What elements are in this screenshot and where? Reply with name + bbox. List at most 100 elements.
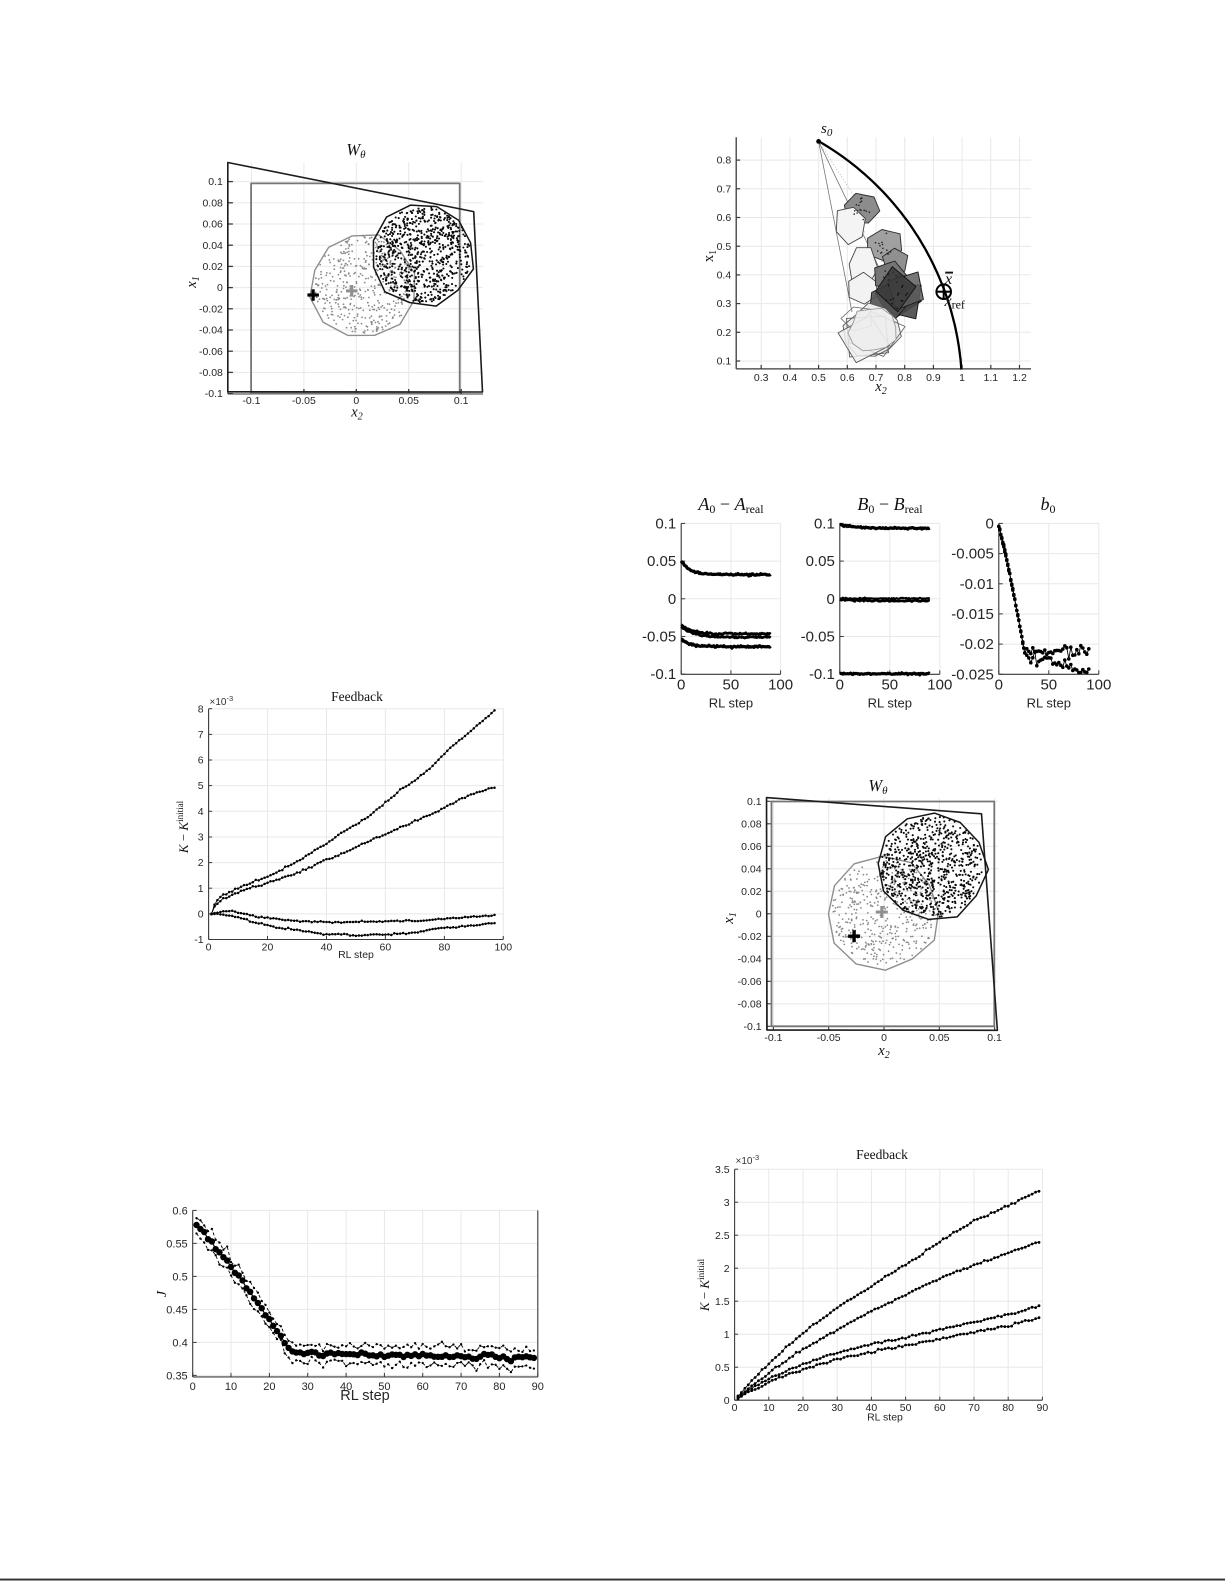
svg-text:0.05: 0.05	[398, 395, 419, 407]
svg-text:RL step: RL step	[868, 695, 912, 710]
svg-text:0: 0	[985, 515, 993, 532]
svg-text:0.08: 0.08	[202, 197, 223, 209]
svg-text:-0.1: -0.1	[744, 1021, 762, 1033]
svg-text:-0.1: -0.1	[242, 395, 260, 407]
svg-text:100: 100	[927, 676, 952, 693]
svg-text:0.05: 0.05	[647, 553, 676, 570]
svg-text:0: 0	[756, 908, 762, 920]
svg-text:-0.02: -0.02	[199, 303, 223, 315]
svg-text:2: 2	[198, 857, 204, 869]
svg-text:40: 40	[340, 1381, 352, 1393]
svg-text:0: 0	[724, 1395, 730, 1407]
svg-text:0.1: 0.1	[814, 515, 835, 532]
svg-text:60: 60	[417, 1381, 429, 1393]
svg-text:7: 7	[198, 729, 204, 741]
svg-text:-0.04: -0.04	[199, 325, 223, 337]
svg-text:0.5: 0.5	[715, 1362, 730, 1374]
svg-text:80: 80	[493, 1381, 505, 1393]
svg-text:0.04: 0.04	[741, 863, 762, 875]
svg-text:0: 0	[206, 942, 212, 954]
svg-text:1: 1	[724, 1329, 730, 1341]
svg-text:100: 100	[1086, 676, 1111, 693]
svg-text:2.5: 2.5	[715, 1230, 730, 1242]
svg-text:2: 2	[724, 1263, 730, 1275]
svg-text:RL step: RL step	[1027, 695, 1071, 710]
svg-text:0.7: 0.7	[869, 372, 884, 384]
svg-text:0.1: 0.1	[454, 395, 469, 407]
svg-text:40: 40	[866, 1402, 878, 1414]
svg-text:0.3: 0.3	[717, 298, 732, 310]
svg-text:-0.1: -0.1	[650, 666, 676, 683]
svg-text:50: 50	[1040, 676, 1057, 693]
svg-text:-0.06: -0.06	[738, 976, 762, 988]
svg-text:-1: -1	[194, 934, 203, 946]
svg-text:0.06: 0.06	[741, 841, 762, 853]
svg-text:30: 30	[302, 1381, 314, 1393]
svg-text:50: 50	[881, 676, 898, 693]
svg-text:100: 100	[768, 676, 793, 693]
svg-text:3: 3	[198, 832, 204, 844]
svg-text:0.5: 0.5	[717, 241, 732, 253]
svg-text:-0.005: -0.005	[951, 546, 994, 563]
svg-text:0.7: 0.7	[717, 183, 732, 195]
svg-text:0.1: 0.1	[717, 356, 732, 368]
svg-text:0.9: 0.9	[926, 372, 941, 384]
svg-text:xref: xref	[944, 293, 965, 312]
svg-text:0: 0	[881, 1032, 887, 1044]
svg-text:0.4: 0.4	[172, 1337, 187, 1349]
svg-text:-0.08: -0.08	[738, 998, 762, 1010]
svg-text:-0.05: -0.05	[817, 1032, 841, 1044]
svg-text:0.08: 0.08	[741, 818, 762, 830]
svg-text:s0: s0	[821, 121, 833, 139]
svg-text:6: 6	[198, 755, 204, 767]
svg-text:50: 50	[723, 676, 740, 693]
svg-text:RL step: RL step	[867, 1412, 903, 1424]
svg-text:70: 70	[455, 1381, 467, 1393]
svg-text:-0.01: -0.01	[960, 576, 994, 593]
svg-text:0.1: 0.1	[747, 796, 762, 808]
svg-text:1: 1	[198, 883, 204, 895]
svg-text:0: 0	[995, 676, 1003, 693]
svg-text:0: 0	[217, 282, 223, 294]
svg-text:10: 10	[225, 1381, 237, 1393]
svg-text:0: 0	[732, 1402, 738, 1414]
svg-text:80: 80	[439, 942, 451, 954]
svg-text:0.1: 0.1	[655, 515, 676, 532]
svg-text:0.35: 0.35	[166, 1370, 187, 1382]
svg-text:0.6: 0.6	[840, 372, 855, 384]
svg-text:0.1: 0.1	[987, 1032, 1002, 1044]
svg-text:0: 0	[668, 591, 676, 608]
svg-text:0.05: 0.05	[929, 1032, 950, 1044]
svg-text:3: 3	[724, 1197, 730, 1209]
svg-text:20: 20	[262, 942, 274, 954]
svg-text:0.6: 0.6	[717, 212, 732, 224]
svg-text:Feedback: Feedback	[856, 1147, 908, 1162]
svg-text:4: 4	[198, 806, 204, 818]
svg-text:b0: b0	[1041, 494, 1056, 516]
svg-text:0.05: 0.05	[806, 553, 835, 570]
svg-text:70: 70	[968, 1402, 980, 1414]
svg-text:10: 10	[763, 1402, 775, 1414]
svg-text:0.5: 0.5	[811, 372, 826, 384]
svg-text:A0 − Areal: A0 − Areal	[697, 494, 764, 516]
svg-text:50: 50	[378, 1381, 390, 1393]
svg-text:20: 20	[797, 1402, 809, 1414]
svg-text:8: 8	[198, 703, 204, 715]
svg-text:0: 0	[198, 909, 204, 921]
svg-text:80: 80	[1002, 1402, 1014, 1414]
svg-text:-0.1: -0.1	[809, 666, 835, 683]
svg-text:-0.05: -0.05	[801, 629, 835, 646]
svg-text:RL step: RL step	[340, 1388, 389, 1404]
svg-text:20: 20	[263, 1381, 275, 1393]
svg-text:0.2: 0.2	[717, 327, 732, 339]
svg-text:0.06: 0.06	[202, 219, 223, 231]
svg-text:0.55: 0.55	[166, 1238, 187, 1250]
svg-text:30: 30	[831, 1402, 843, 1414]
svg-text:3.5: 3.5	[715, 1164, 730, 1176]
svg-text:1.1: 1.1	[983, 372, 998, 384]
svg-text:0.3: 0.3	[754, 372, 769, 384]
svg-text:-0.015: -0.015	[951, 606, 994, 623]
svg-text:0.04: 0.04	[202, 240, 223, 252]
svg-text:5: 5	[198, 780, 204, 792]
svg-text:0.45: 0.45	[166, 1304, 187, 1316]
